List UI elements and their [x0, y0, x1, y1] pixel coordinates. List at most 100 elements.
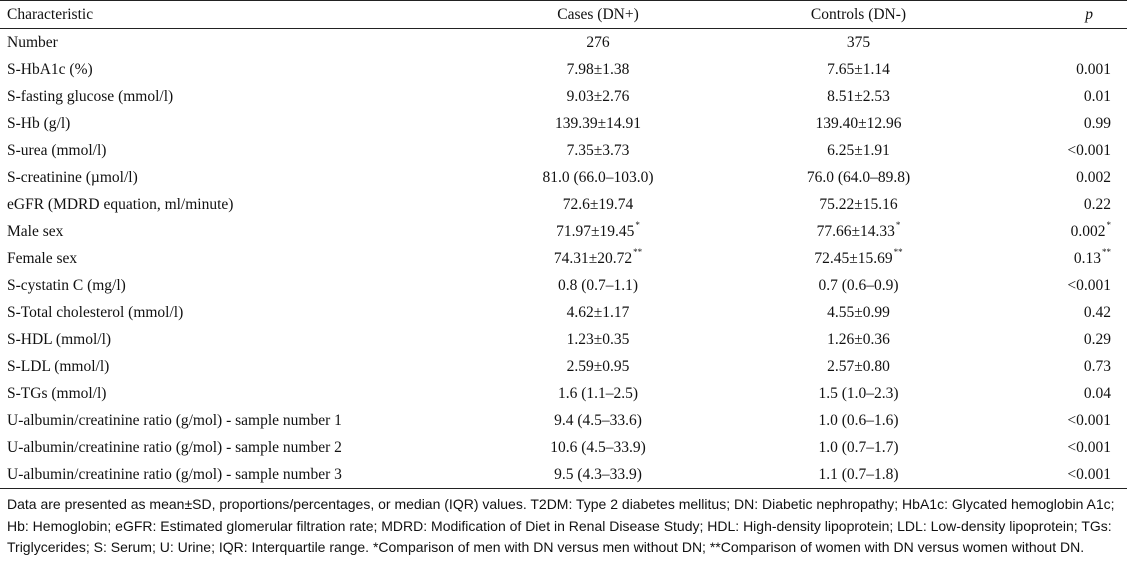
- header-controls: Controls (DN-): [810, 5, 907, 23]
- cell-characteristic: S-HbA1c (%): [0, 56, 460, 83]
- cell-p-value-value: <0.001: [1067, 141, 1111, 159]
- table-row: S-creatinine (µmol/l) 81.0 (66.0–103.0) 76…: [0, 164, 1127, 191]
- cell-controls-value: 1.26±0.36: [827, 330, 890, 348]
- cell-cases: 9.03±2.76: [460, 83, 736, 110]
- cell-p-value: 0.13**: [981, 245, 1127, 272]
- cell-controls-value: 6.25±1.91: [827, 141, 890, 159]
- cell-cases-value: 9.03±2.76: [566, 87, 630, 105]
- cell-cases: 72.6±19.74: [460, 191, 736, 218]
- cell-cases-value: 1.6 (1.1–2.5): [557, 384, 639, 402]
- cell-controls-value: 1.1 (0.7–1.8): [818, 465, 899, 483]
- cell-characteristic: S-creatinine (µmol/l): [0, 164, 460, 191]
- cell-controls-value: 7.65±1.14: [827, 60, 890, 78]
- cell-cases: 1.23±0.35: [460, 326, 736, 353]
- table-header: Characteristic Cases (DN+) Controls (DN-…: [0, 0, 1127, 29]
- cell-cases-value: 10.6 (4.5–33.9): [550, 438, 646, 456]
- table-row: eGFR (MDRD equation, ml/minute) 72.6±19.7…: [0, 191, 1127, 218]
- cell-cases: 276: [460, 29, 736, 57]
- table-row: U-albumin/creatinine ratio (g/mol) - sam…: [0, 434, 1127, 461]
- footnote-marker: *: [1106, 220, 1112, 231]
- table-row: S-TGs (mmol/l) 1.6 (1.1–2.5) 1.5 (1.0–2.3)…: [0, 380, 1127, 407]
- cell-cases: 0.8 (0.7–1.1): [460, 272, 736, 299]
- cell-controls-value: 76.0 (64.0–89.8): [806, 168, 911, 186]
- footnote-marker: **: [893, 247, 903, 258]
- table-row: U-albumin/creatinine ratio (g/mol) - sam…: [0, 461, 1127, 489]
- cell-controls: 1.0 (0.6–1.6): [736, 407, 981, 434]
- cell-characteristic-value: S-creatinine (µmol/l): [7, 168, 138, 186]
- table-row: S-HDL (mmol/l) 1.23±0.35 1.26±0.36 0.29: [0, 326, 1127, 353]
- cell-p-value-value: 0.002: [1076, 168, 1111, 186]
- table-row: S-urea (mmol/l) 7.35±3.73 6.25±1.91 <0.001: [0, 137, 1127, 164]
- cell-cases-value: 1.23±0.35: [566, 330, 630, 348]
- cell-cases-value: 7.98±1.38: [566, 60, 630, 78]
- cell-controls: 375: [736, 29, 981, 57]
- cell-p-value: <0.001: [981, 137, 1127, 164]
- header-cases: Cases (DN+): [557, 5, 639, 23]
- cell-cases-value: 72.6±19.74: [562, 195, 634, 213]
- cell-controls-value: 8.51±2.53: [827, 87, 890, 105]
- cell-controls: 8.51±2.53: [736, 83, 981, 110]
- table-row: S-HbA1c (%) 7.98±1.38 7.65±1.14 0.001: [0, 56, 1127, 83]
- cell-p-value: 0.002: [981, 164, 1127, 191]
- cell-cases: 9.5 (4.3–33.9): [460, 461, 736, 489]
- cell-p-value: 0.42: [981, 299, 1127, 326]
- table-row: S-Total cholesterol (mmol/l) 4.62±1.17 4.5…: [0, 299, 1127, 326]
- cell-characteristic: S-fasting glucose (mmol/l): [0, 83, 460, 110]
- cell-characteristic-value: Male sex: [7, 222, 64, 240]
- cell-characteristic: U-albumin/creatinine ratio (g/mol) - sam…: [0, 407, 460, 434]
- cell-characteristic-value: S-fasting glucose (mmol/l): [7, 87, 174, 105]
- cell-characteristic: Male sex: [0, 218, 460, 245]
- cell-cases-value: 2.59±0.95: [566, 357, 630, 375]
- cell-cases-value: 276: [586, 33, 610, 51]
- cell-controls: 72.45±15.69**: [736, 245, 981, 272]
- table-row: S-Hb (g/l) 139.39±14.91 139.40±12.96 0.99: [0, 110, 1127, 137]
- cell-characteristic-value: U-albumin/creatinine ratio (g/mol) - sam…: [7, 411, 342, 429]
- cell-cases-value: 74.31±20.72: [553, 249, 633, 267]
- cell-p-value: 0.002*: [981, 218, 1127, 245]
- cell-controls-value: 1.0 (0.7–1.7): [818, 438, 899, 456]
- cell-characteristic-value: S-TGs (mmol/l): [7, 384, 107, 402]
- table-row: Number 276 375: [0, 29, 1127, 57]
- cell-p-value: 0.22: [981, 191, 1127, 218]
- cell-controls: 76.0 (64.0–89.8): [736, 164, 981, 191]
- footnote-marker: *: [895, 220, 901, 231]
- cell-characteristic: S-cystatin C (mg/l): [0, 272, 460, 299]
- cell-controls: 1.26±0.36: [736, 326, 981, 353]
- cell-characteristic-value: S-HbA1c (%): [7, 60, 93, 78]
- cell-p-value-value: 0.29: [1083, 330, 1111, 348]
- cell-controls-value: 75.22±15.16: [819, 195, 898, 213]
- footnote-marker: **: [1102, 247, 1111, 258]
- cell-cases-value: 9.5 (4.3–33.9): [554, 465, 642, 483]
- cell-characteristic: S-Total cholesterol (mmol/l): [0, 299, 460, 326]
- table-row: Female sex 74.31±20.72** 72.45±15.69** 0.13…: [0, 245, 1127, 272]
- cell-p-value: <0.001: [981, 272, 1127, 299]
- cell-p-value-value: 0.73: [1083, 357, 1111, 375]
- cell-p-value-value: 0.42: [1083, 303, 1111, 321]
- cell-p-value-value: 0.04: [1083, 384, 1111, 402]
- cell-p-value: 0.001: [981, 56, 1127, 83]
- cell-p-value-value: <0.001: [1067, 411, 1111, 429]
- cell-cases: 71.97±19.45*: [460, 218, 736, 245]
- cell-p-value-value: <0.001: [1067, 276, 1111, 294]
- cell-characteristic-value: S-Hb (g/l): [7, 114, 71, 132]
- cell-characteristic: U-albumin/creatinine ratio (g/mol) - sam…: [0, 461, 460, 489]
- cell-p-value: 0.01: [981, 83, 1127, 110]
- cell-characteristic-value: Number: [7, 33, 58, 51]
- header-p-value: p: [1085, 5, 1093, 23]
- cell-controls: 1.0 (0.7–1.7): [736, 434, 981, 461]
- cell-controls-value: 375: [846, 33, 871, 51]
- cell-cases-value: 0.8 (0.7–1.1): [557, 276, 639, 294]
- cell-characteristic-value: S-Total cholesterol (mmol/l): [7, 303, 184, 321]
- table-container: Characteristic Cases (DN+) Controls (DN-…: [0, 0, 1127, 555]
- cell-p-value-value: <0.001: [1067, 438, 1111, 456]
- cell-p-value: 0.04: [981, 380, 1127, 407]
- cell-cases-value: 139.39±14.91: [554, 114, 641, 132]
- cell-p-value: <0.001: [981, 407, 1127, 434]
- cell-cases: 81.0 (66.0–103.0): [460, 164, 736, 191]
- cell-controls: 75.22±15.16: [736, 191, 981, 218]
- cell-controls: 6.25±1.91: [736, 137, 981, 164]
- cell-cases-value: 71.97±19.45: [556, 222, 635, 240]
- cell-controls: 0.7 (0.6–0.9): [736, 272, 981, 299]
- cell-p-value: 0.73: [981, 353, 1127, 380]
- cell-controls: 2.57±0.80: [736, 353, 981, 380]
